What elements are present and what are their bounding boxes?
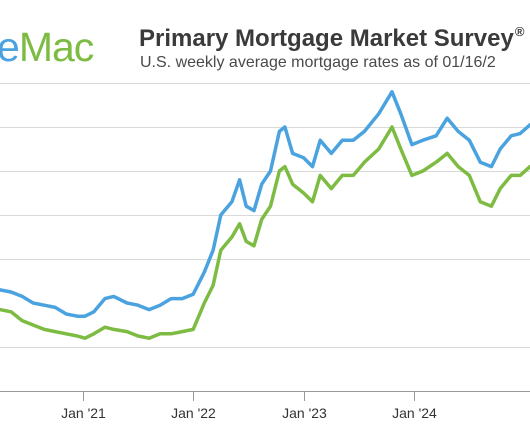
x-tick-label: Jan '23 — [282, 405, 327, 421]
chart-title-text: Primary Mortgage Market Survey — [139, 25, 514, 52]
chart-subtitle: U.S. weekly average mortgage rates as of… — [140, 54, 496, 71]
x-tick-label: Jan '22 — [171, 405, 216, 421]
logo-text-part2: Mac — [18, 24, 94, 70]
registered-mark: ® — [514, 24, 525, 39]
chart-title: Primary Mortgage Market Survey® — [139, 17, 524, 54]
mortgage-rate-chart: Jan '21 Jan '22 Jan '23 Jan '24 — [0, 83, 530, 421]
chart-header: eMac Primary Mortgage Market Survey® U.S… — [0, 0, 530, 82]
series-line-2 — [0, 125, 530, 340]
series-line-1 — [0, 90, 530, 318]
x-tick-label: Jan '24 — [392, 405, 437, 421]
gridlines — [0, 127, 530, 348]
x-tick-label: Jan '21 — [61, 405, 106, 421]
brand-logo: eMac — [0, 24, 94, 70]
logo-text-part1: e — [0, 24, 20, 70]
series-layer — [0, 90, 530, 340]
x-axis-ticks: Jan '21 Jan '22 Jan '23 Jan '24 — [61, 391, 437, 421]
